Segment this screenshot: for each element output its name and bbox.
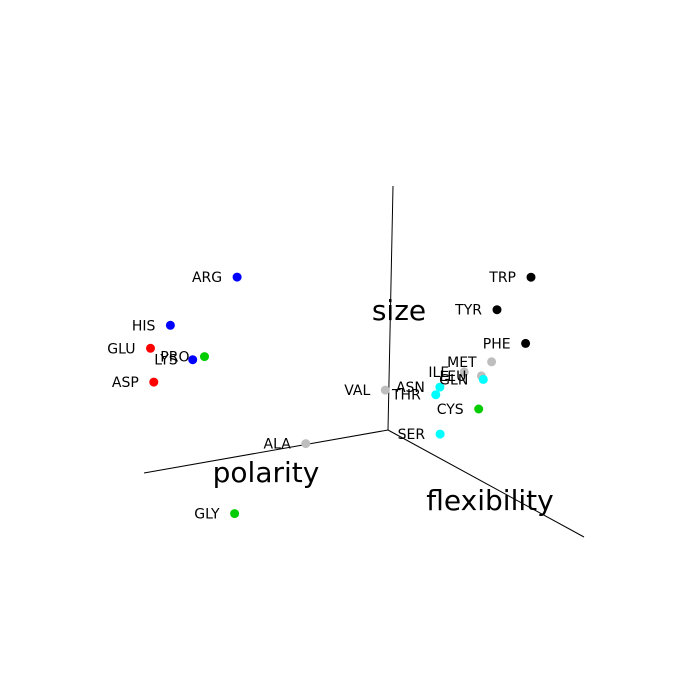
x-axis-title: polarity <box>213 456 320 489</box>
data-point-ile <box>459 367 469 377</box>
data-point-his <box>165 320 175 330</box>
data-point-pro <box>200 352 209 362</box>
point-label-trp: TRP <box>488 270 516 286</box>
point-label-tyr: TYR <box>454 303 482 319</box>
point-label-gly: GLY <box>194 507 220 523</box>
data-point-tyr <box>492 305 502 315</box>
point-label-arg: ARG <box>192 270 222 286</box>
point-label-asn: ASN <box>396 380 425 396</box>
point-label-ala: ALA <box>264 437 292 453</box>
point-label-pro: PRO <box>160 350 189 366</box>
data-point-phe <box>521 338 531 348</box>
data-point-trp <box>526 272 536 282</box>
data-point-ser <box>435 429 445 439</box>
point-label-his: HIS <box>132 318 156 334</box>
point-label-ser: SER <box>398 427 426 443</box>
data-point-lys <box>188 355 198 365</box>
point-label-gln: GLN <box>439 372 468 388</box>
data-point-ala <box>301 439 311 449</box>
z-axis-title: size <box>372 294 426 327</box>
point-label-ile: ILE <box>428 365 449 381</box>
point-label-phe: PHE <box>483 336 511 352</box>
point-label-asp: ASP <box>112 375 139 391</box>
data-point-gly <box>230 509 240 519</box>
data-point-gln <box>478 374 488 384</box>
point-label-leu: LEU <box>439 369 466 385</box>
data-point-thr <box>431 390 441 400</box>
polarity-axis-line <box>143 429 389 474</box>
data-point-met <box>487 357 497 367</box>
point-label-val: VAL <box>344 383 370 399</box>
data-point-asp <box>149 377 159 387</box>
point-label-thr: THR <box>391 388 421 404</box>
point-label-lys: LYS <box>154 353 177 369</box>
point-label-cys: CYS <box>437 402 464 418</box>
data-points <box>146 272 536 519</box>
point-label-glu: GLU <box>107 341 135 357</box>
data-point-cys <box>474 404 484 414</box>
data-point-arg <box>232 272 242 282</box>
data-point-glu <box>146 343 155 353</box>
axes: polarity flexibility size <box>143 185 585 538</box>
data-point-asn <box>435 382 445 392</box>
flexibility-axis-line <box>387 429 585 538</box>
data-point-val <box>380 385 390 395</box>
y-axis-title: flexibility <box>426 484 553 517</box>
point-label-met: MET <box>447 355 477 371</box>
